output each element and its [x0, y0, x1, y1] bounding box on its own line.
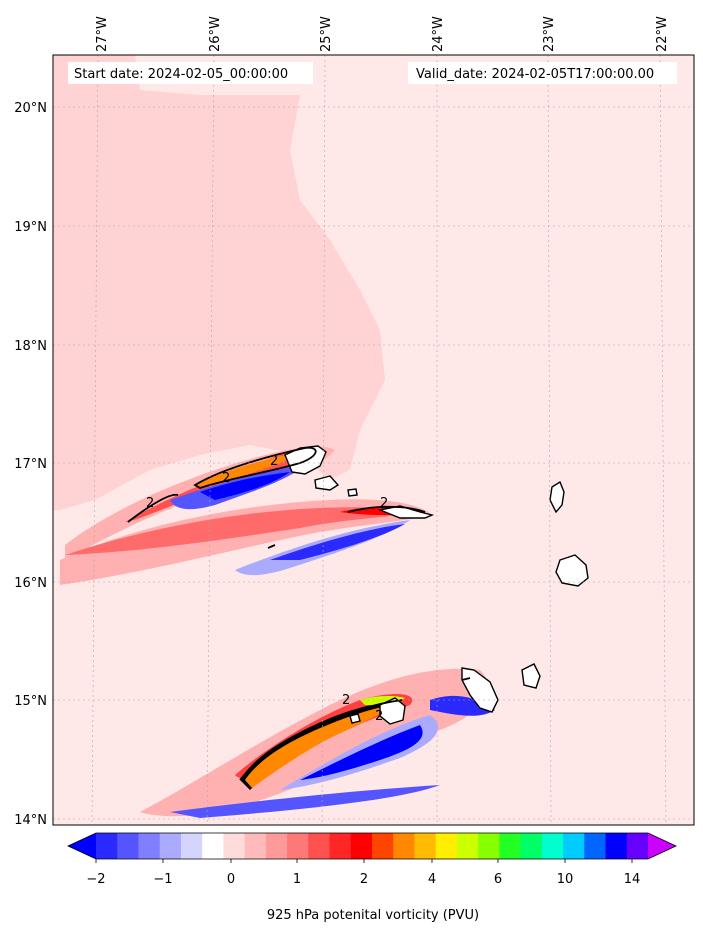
lon-label: 22°W [655, 16, 670, 52]
island-brava [349, 713, 361, 724]
contour-label: 2 [380, 496, 388, 511]
colorbar-extend-max [648, 833, 676, 859]
colorbar-ticks: −2 −1 0 1 2 4 6 10 14 [86, 872, 640, 887]
island-sao-vicente [314, 475, 340, 491]
colorbar-swatch [393, 833, 415, 859]
lat-label: 14°N [14, 813, 47, 828]
colorbar-swatch [223, 833, 246, 859]
lon-label: 25°W [319, 16, 334, 52]
colorbar-swatch [350, 833, 373, 859]
colorbar-swatch [499, 833, 522, 859]
cyclonic-pv-region [53, 55, 385, 510]
colorbar-tick-label: 1 [293, 872, 301, 887]
lon-label: 26°W [208, 16, 223, 52]
colorbar-label: 925 hPa potenital vorticity (PVU) [267, 908, 479, 923]
colorbar-swatch [117, 833, 139, 859]
lat-label: 20°N [14, 101, 47, 116]
lat-label: 15°N [14, 694, 47, 709]
colorbar-swatch [265, 833, 288, 859]
valid-date-text: Valid_date: 2024-02-05T17:00:00.00 [416, 67, 654, 82]
colorbar-swatch [456, 833, 479, 859]
pv-2-contours [127, 446, 471, 781]
lon-label: 27°W [95, 16, 110, 52]
colorbar-extend-min [68, 833, 96, 859]
contour-label: 2 [270, 454, 278, 469]
map-panel: 2 2 2 2 2 2 [53, 55, 694, 825]
colorbar-swatch [372, 833, 394, 859]
colorbar-swatch [329, 833, 352, 859]
map-frame [52, 54, 695, 826]
colorbar-swatch [244, 833, 267, 859]
colorbar-tick-label: −2 [86, 872, 105, 887]
lon-label: 24°W [431, 16, 446, 52]
island-santa-luzia [347, 488, 358, 497]
valid-date-box [408, 62, 677, 84]
colorbar-tick-label: 4 [428, 872, 436, 887]
colorbar-tick-label: 6 [494, 872, 502, 887]
contour-label: 2 [342, 693, 350, 708]
north-pv-band [60, 446, 432, 585]
lat-label: 18°N [14, 339, 47, 354]
colorbar [67, 832, 677, 863]
graticule [53, 55, 694, 825]
colorbar-swatch [605, 833, 628, 859]
colorbar-tick-label: 2 [360, 872, 368, 887]
latitude-labels: 20°N 19°N 18°N 17°N 16°N 15°N 14°N [14, 101, 47, 828]
colorbar-swatch [308, 833, 331, 859]
colorbar-swatch [584, 833, 607, 859]
island-santiago [461, 667, 499, 713]
island-fogo [379, 697, 406, 725]
island-sao-nicolau [377, 505, 435, 519]
colorbar-swatch [414, 833, 437, 859]
colorbar-swatch [287, 833, 309, 859]
lat-label: 19°N [14, 220, 47, 235]
colorbar-tick-label: 10 [557, 872, 574, 887]
colorbar-tick-label: 14 [624, 872, 641, 887]
colorbar-swatch [520, 833, 543, 859]
colorbar-swatch [180, 833, 203, 859]
colorbar-swatch [159, 833, 182, 859]
colorbar-swatch [563, 833, 585, 859]
start-date-box [68, 62, 313, 84]
lat-label: 17°N [14, 457, 47, 472]
colorbar-swatch [138, 833, 161, 859]
lon-label: 23°W [542, 16, 557, 52]
colorbar-swatch [202, 833, 224, 859]
colorbar-swatch [478, 833, 500, 859]
longitude-labels: 27°W 26°W 25°W 24°W 23°W 22°W [95, 16, 670, 52]
contour-label: 2 [222, 471, 230, 486]
colorbar-tick-label: 0 [227, 872, 235, 887]
contour-label: 2 [375, 709, 383, 724]
lat-label: 16°N [14, 576, 47, 591]
colorbar-swatch [541, 833, 564, 859]
start-date-text: Start date: 2024-02-05_00:00:00 [74, 67, 288, 82]
colorbar-swatch [626, 833, 649, 859]
colorbar-tick-label: −1 [153, 872, 172, 887]
island-maio [521, 663, 541, 689]
contour-label: 2 [146, 496, 154, 511]
contour-labels: 2 2 2 2 2 2 [146, 454, 388, 724]
colorbar-swatch [435, 833, 458, 859]
colorbar-swatch [96, 833, 118, 859]
